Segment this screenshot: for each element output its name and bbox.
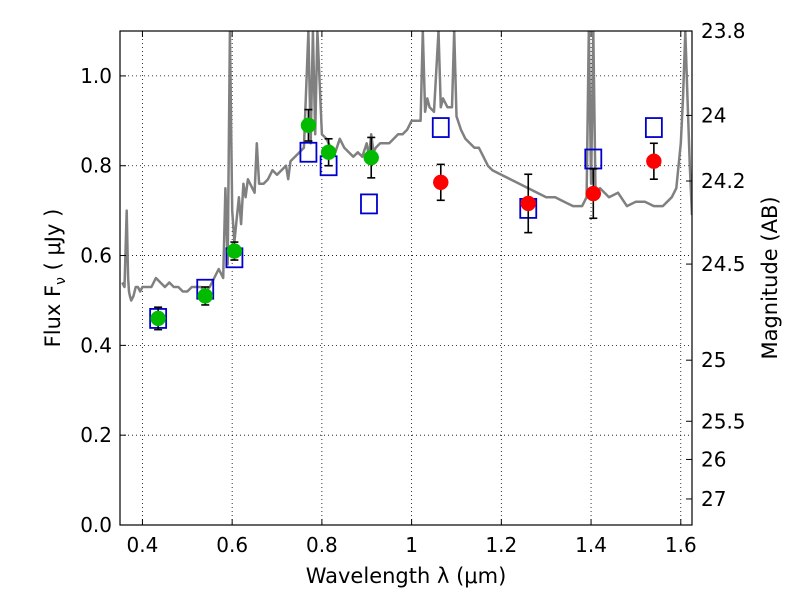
y-tick-label: 0.4 xyxy=(80,333,112,357)
observed-point-marker xyxy=(585,185,602,202)
observed-point-marker xyxy=(226,243,243,259)
observed-point-marker xyxy=(363,149,379,166)
y-tick-label: 0.0 xyxy=(80,513,112,537)
model-square-marker xyxy=(431,117,450,138)
y2-tick-label: 24.5 xyxy=(701,252,746,276)
observed-point-marker xyxy=(197,288,213,304)
observed-point-marker xyxy=(320,144,337,161)
y2-axis-title: Magnitude (AB) xyxy=(758,196,782,359)
x-tick-label: 1 xyxy=(405,533,418,557)
spectrum-line xyxy=(121,31,692,302)
y-axis-title-units: ( μJy ) xyxy=(41,209,65,277)
observed-point-marker xyxy=(433,174,449,191)
y-axis-title-subscript: ν xyxy=(53,277,69,285)
axis-ticks: 0.4 0.6 0.8 1 1.2 1.4 1.6 0.0 0.2 0.4 0.6 0.8 1.0 23.… xyxy=(80,19,745,557)
y2-tick-label: 24.2 xyxy=(701,169,746,193)
y2-tick-label: 23.8 xyxy=(701,19,746,43)
x-tick-label: 0.4 xyxy=(127,533,159,557)
observed-point-marker xyxy=(646,153,662,169)
plot-background xyxy=(120,31,692,525)
x-tick-label: 1.6 xyxy=(665,533,697,557)
y2-tick-label: 27 xyxy=(701,487,726,511)
y2-tick-label: 25.5 xyxy=(701,409,746,433)
observed-point-marker xyxy=(150,310,166,327)
y2-tick-label: 25 xyxy=(701,348,726,372)
y-axis-title: Flux Fν ( μJy ) xyxy=(41,209,69,348)
model-square-marker xyxy=(299,141,318,163)
model-square-marker xyxy=(644,117,663,138)
plot-frame xyxy=(119,30,693,526)
y-tick-label: 0.2 xyxy=(80,423,112,447)
y2-tick-label: 26 xyxy=(701,447,726,471)
observed-point-marker xyxy=(300,117,317,134)
y-tick-label: 0.8 xyxy=(80,154,112,178)
x-tick-label: 1.2 xyxy=(485,533,517,557)
observed-points xyxy=(150,117,662,327)
x-tick-label: 1.4 xyxy=(575,533,607,557)
y-tick-label: 1.0 xyxy=(80,64,112,88)
model-spectrum xyxy=(121,31,692,302)
x-tick-label: 0.8 xyxy=(306,533,338,557)
x-axis-title: Wavelength λ (μm) xyxy=(306,564,507,588)
y-axis-title-main: Flux F xyxy=(41,285,65,347)
y2-tick-label: 24 xyxy=(701,103,726,127)
y-tick-label: 0.6 xyxy=(80,244,112,268)
x-tick-label: 0.6 xyxy=(216,533,248,557)
observed-point-marker xyxy=(520,195,537,212)
model-square-marker xyxy=(360,193,378,215)
